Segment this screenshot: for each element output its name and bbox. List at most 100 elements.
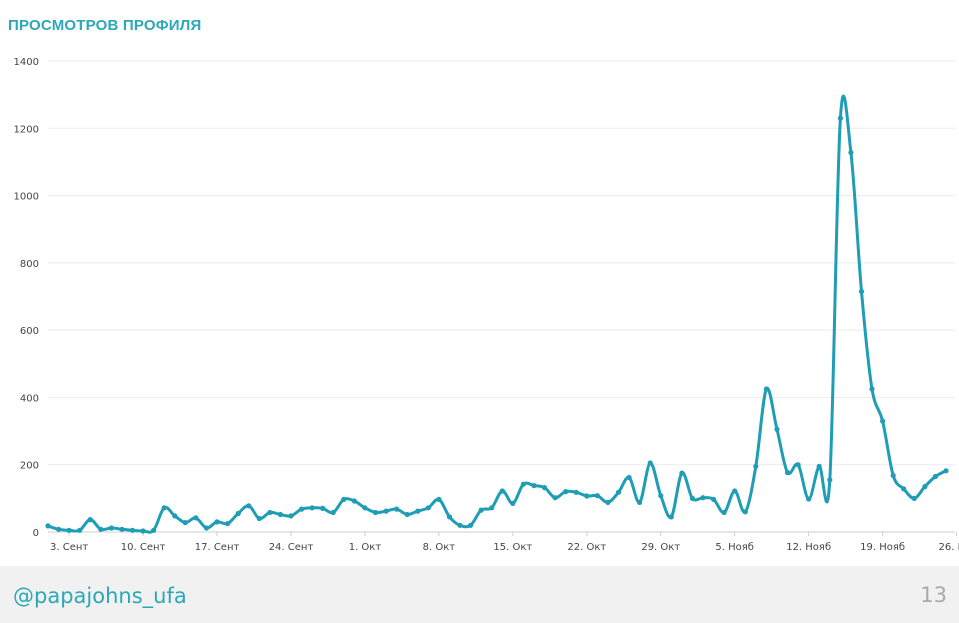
data-point[interactable] xyxy=(203,525,210,531)
data-point[interactable] xyxy=(880,418,886,424)
data-point[interactable] xyxy=(235,510,241,517)
data-point[interactable] xyxy=(858,288,865,295)
data-point[interactable] xyxy=(711,496,717,502)
data-point[interactable] xyxy=(288,513,294,519)
data-point[interactable] xyxy=(468,522,474,528)
x-tick-label: 19. Нояб xyxy=(860,542,905,553)
data-point[interactable] xyxy=(584,493,590,499)
data-point[interactable] xyxy=(436,496,442,502)
y-tick-label: 1400 xyxy=(14,57,39,68)
data-point[interactable] xyxy=(869,386,875,392)
data-point[interactable] xyxy=(87,517,93,523)
data-point[interactable] xyxy=(647,460,653,466)
data-point[interactable] xyxy=(901,486,907,492)
footer-bar: @papajohns_ufa 13 xyxy=(0,566,959,623)
data-point[interactable] xyxy=(668,514,674,520)
data-point[interactable] xyxy=(753,463,759,469)
data-point[interactable] xyxy=(922,484,928,490)
y-tick-label: 600 xyxy=(20,326,39,337)
data-point[interactable] xyxy=(848,149,854,156)
data-point[interactable] xyxy=(890,472,896,479)
data-point[interactable] xyxy=(404,511,410,518)
data-point[interactable] xyxy=(161,505,167,511)
data-point[interactable] xyxy=(615,489,622,495)
data-point[interactable] xyxy=(151,527,157,533)
data-point[interactable] xyxy=(372,509,379,516)
chart-title: ПРОСМОТРОВ ПРОФИЛЯ xyxy=(8,17,202,34)
data-point[interactable] xyxy=(129,527,136,533)
data-point[interactable] xyxy=(932,473,939,480)
data-point[interactable] xyxy=(837,115,844,121)
data-point[interactable] xyxy=(679,470,685,476)
data-point[interactable] xyxy=(763,386,770,392)
data-point[interactable] xyxy=(816,463,822,469)
data-point[interactable] xyxy=(341,496,347,502)
data-point[interactable] xyxy=(774,426,780,432)
data-point[interactable] xyxy=(119,526,125,532)
data-point[interactable] xyxy=(277,511,283,518)
data-point[interactable] xyxy=(351,498,357,504)
data-point[interactable] xyxy=(721,509,727,516)
data-point[interactable] xyxy=(172,513,178,519)
data-point[interactable] xyxy=(415,508,421,514)
data-point[interactable] xyxy=(246,503,252,509)
data-point[interactable] xyxy=(98,526,104,532)
data-point[interactable] xyxy=(394,506,400,512)
data-point[interactable] xyxy=(214,519,220,525)
page-number: 13 xyxy=(920,583,947,607)
data-point[interactable] xyxy=(605,499,611,505)
data-point[interactable] xyxy=(267,509,273,516)
data-point[interactable] xyxy=(225,521,231,527)
data-point[interactable] xyxy=(320,505,326,511)
data-point[interactable] xyxy=(700,495,706,501)
data-point[interactable] xyxy=(594,493,601,499)
series-markers xyxy=(45,115,949,534)
data-point[interactable] xyxy=(541,485,548,491)
data-point[interactable] xyxy=(626,474,632,481)
data-point[interactable] xyxy=(256,515,262,522)
data-point[interactable] xyxy=(827,477,833,483)
data-point[interactable] xyxy=(66,527,72,533)
x-tick-label: 26. Н... xyxy=(938,542,959,553)
data-point[interactable] xyxy=(637,499,643,505)
data-point[interactable] xyxy=(795,462,801,468)
series-line xyxy=(47,94,947,534)
data-point[interactable] xyxy=(56,526,62,532)
data-point[interactable] xyxy=(742,509,748,515)
data-point[interactable] xyxy=(531,483,537,489)
data-point[interactable] xyxy=(299,506,305,512)
data-point[interactable] xyxy=(911,495,917,501)
data-point[interactable] xyxy=(573,489,579,495)
data-point[interactable] xyxy=(489,505,495,511)
data-point[interactable] xyxy=(425,505,431,511)
data-point[interactable] xyxy=(510,500,516,506)
data-point[interactable] xyxy=(520,481,527,487)
data-point[interactable] xyxy=(732,488,738,494)
line-chart: 0 200 400 600 800 1000 1200 1400 3. Сент 10. Сен… xyxy=(14,57,959,553)
data-point[interactable] xyxy=(499,488,505,494)
data-point[interactable] xyxy=(45,523,51,529)
data-point[interactable] xyxy=(77,527,83,533)
data-point[interactable] xyxy=(784,469,791,476)
data-point[interactable] xyxy=(362,505,368,511)
data-point[interactable] xyxy=(689,495,696,501)
data-point[interactable] xyxy=(446,514,453,520)
x-tick-label: 10. Сент xyxy=(121,542,166,553)
data-point[interactable] xyxy=(383,508,389,514)
data-point[interactable] xyxy=(478,507,484,513)
data-point[interactable] xyxy=(457,522,463,528)
data-point[interactable] xyxy=(309,505,315,511)
data-point[interactable] xyxy=(806,496,812,502)
x-tick-label: 8. Окт xyxy=(423,542,456,553)
data-point[interactable] xyxy=(182,520,188,526)
data-point[interactable] xyxy=(943,468,949,474)
data-point[interactable] xyxy=(108,525,114,531)
data-point[interactable] xyxy=(330,509,336,516)
data-point[interactable] xyxy=(552,495,558,501)
x-tick-label: 15. Окт xyxy=(493,542,532,553)
data-point[interactable] xyxy=(658,493,664,499)
data-point[interactable] xyxy=(140,528,146,534)
data-point[interactable] xyxy=(563,489,569,495)
data-point[interactable] xyxy=(193,515,199,521)
y-tick-label: 0 xyxy=(33,528,39,539)
